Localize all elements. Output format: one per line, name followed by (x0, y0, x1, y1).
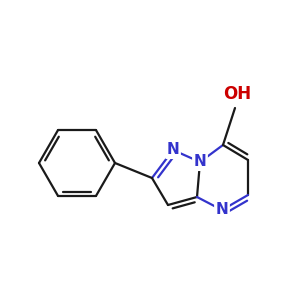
Text: N: N (216, 202, 228, 217)
Text: OH: OH (223, 85, 251, 103)
Text: N: N (167, 142, 179, 158)
Text: N: N (194, 154, 206, 169)
